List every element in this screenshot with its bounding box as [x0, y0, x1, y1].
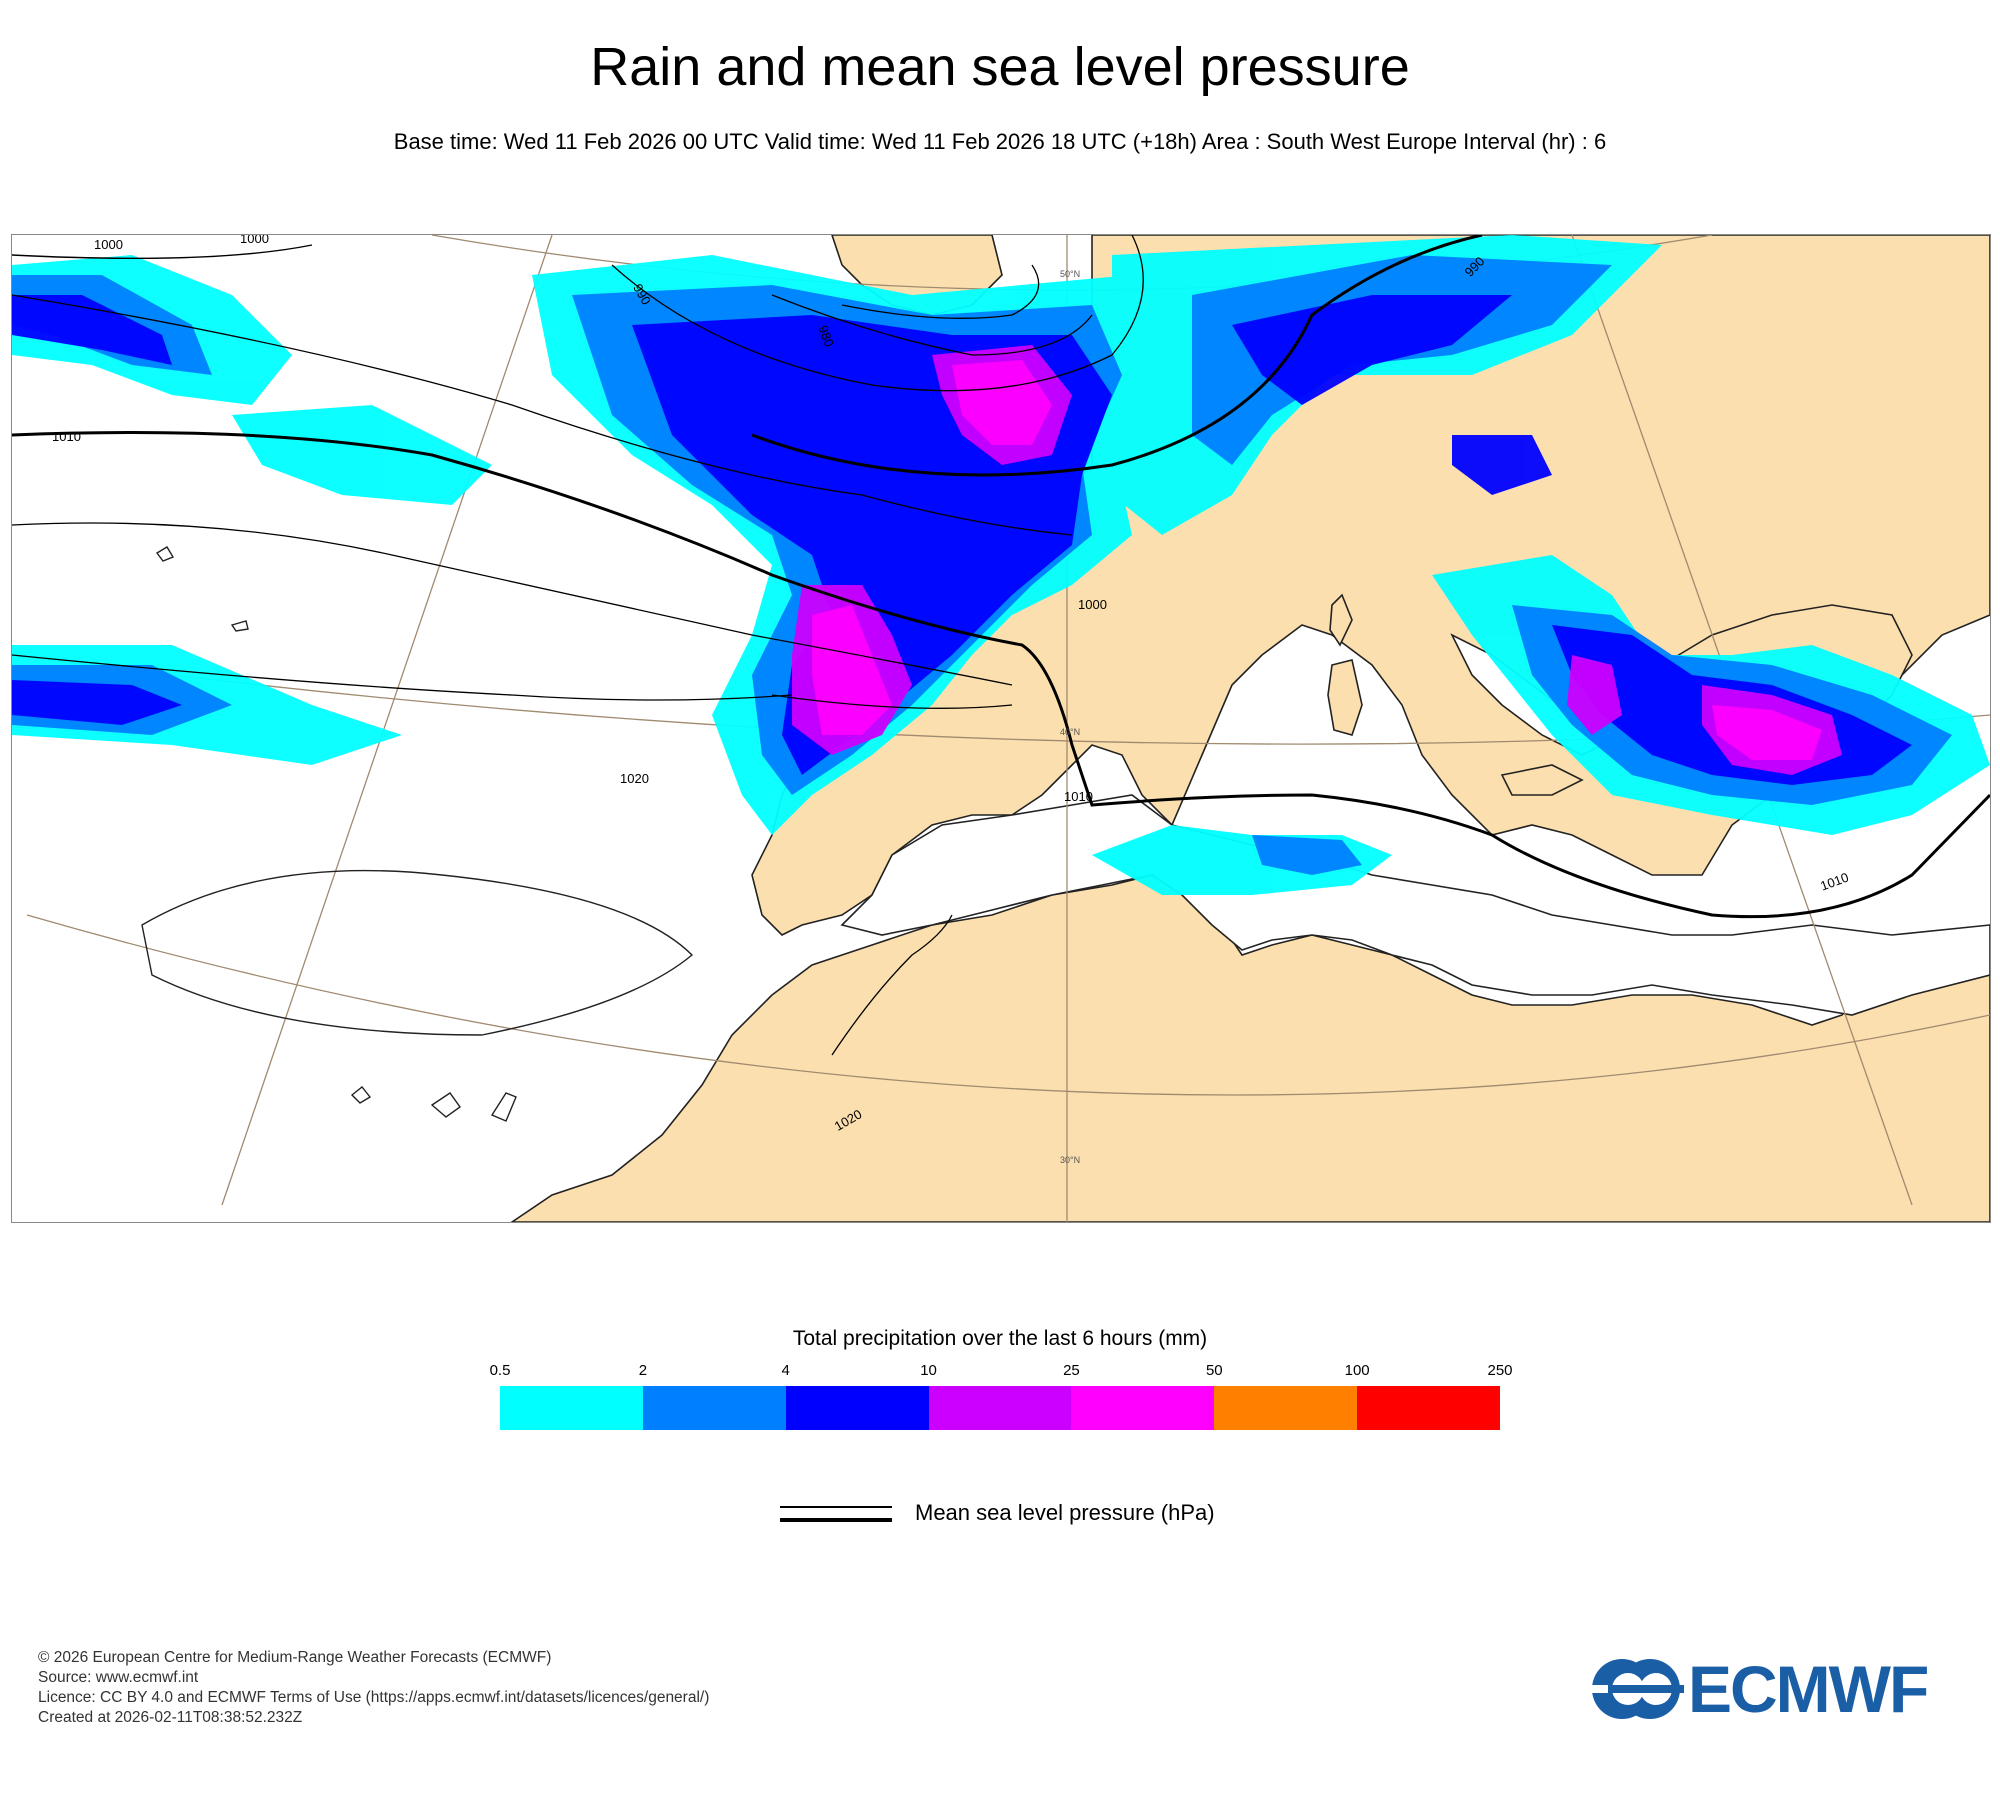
colorbar-tick: 50: [1205, 1362, 1223, 1379]
colorbar-swatch-orange: [1214, 1386, 1358, 1430]
colorbar-tick: 0.5: [489, 1362, 511, 1379]
colorbar-swatch-cyan: [500, 1386, 643, 1430]
precip-blue-6: [1452, 435, 1552, 495]
isobar-1010-west: [12, 431, 1990, 919]
island-4: [155, 546, 175, 562]
isobar-label: 1010: [52, 429, 81, 444]
map-canvas: 1000 1000 990 980 1010 1000 1020 1010 10…: [12, 235, 1990, 1222]
precip-layer: [12, 235, 1990, 895]
meridian-1: [221, 235, 553, 1206]
lat-label-50: 50°N: [1060, 269, 1080, 279]
island-3: [490, 1092, 517, 1122]
precip-purple-4: [1567, 655, 1622, 735]
weather-map: 1000 1000 990 980 1010 1000 1020 1010 10…: [11, 234, 1991, 1223]
colorbar-ticks: 0.5 2 4 10 25 50 100 250: [490, 1362, 1513, 1382]
isobar-1000-a: [12, 244, 313, 260]
isobar-label: 1000: [1078, 597, 1107, 612]
colorbar-swatch-magenta: [1071, 1386, 1215, 1430]
colorbar-swatch-purple: [928, 1386, 1072, 1430]
isobar-legend-lines: [780, 1504, 892, 1524]
lat-label-30: 30°N: [1060, 1155, 1080, 1165]
colorbar-tick: 100: [1344, 1362, 1370, 1379]
precip-magenta-3: [1712, 705, 1822, 760]
parallel-30: [26, 914, 1990, 1096]
precip-blue-3: [1232, 295, 1512, 405]
colorbar-tick: 2: [638, 1362, 648, 1379]
isobar-980: [771, 294, 1093, 356]
isobar-label: 1000: [94, 237, 123, 252]
coast-details: [141, 546, 694, 1122]
colorbar-tick: 4: [781, 1362, 790, 1379]
coast-1: [141, 869, 694, 1036]
ecmwf-logo: ECMWF: [1588, 1655, 1968, 1723]
precip-lightblue-3: [1192, 255, 1612, 465]
latitude-labels: 50°N 40°N 30°N: [1060, 269, 1080, 1165]
colorbar-tick: 250: [1487, 1362, 1513, 1379]
isobar-label: 1010: [1064, 789, 1093, 804]
footer-copyright: © 2026 European Centre for Medium-Range …: [38, 1649, 552, 1666]
isobar-legend-thick-line: [780, 1518, 892, 1522]
isobar-1020-south: [12, 654, 793, 701]
isobar-1010-north: [751, 235, 1483, 477]
isobar-inner: [841, 264, 1040, 319]
footer-licence: Licence: CC BY 4.0 and ECMWF Terms of Us…: [38, 1689, 710, 1706]
isobar-south-africa: [831, 914, 953, 1056]
colorbar-swatch-lightblue: [642, 1386, 786, 1430]
land-sicily: [1500, 764, 1584, 796]
land-corsica: [1329, 593, 1353, 647]
footer: © 2026 European Centre for Medium-Range …: [38, 1648, 709, 1728]
isobar-label: 1010: [1818, 870, 1850, 894]
precip-colorbar: [500, 1386, 1501, 1430]
island-2: [430, 1092, 461, 1118]
chart-subtitle: Base time: Wed 11 Feb 2026 00 UTC Valid …: [393, 129, 1607, 154]
colorbar-tick: 25: [1063, 1362, 1080, 1379]
isobar-990: [611, 235, 1144, 392]
ecmwf-logo-text: ECMWF: [1688, 1652, 1929, 1726]
isobar-1010-mid: [771, 694, 1013, 709]
precip-blue-1: [12, 295, 172, 365]
isobar-legend-thin-line: [780, 1506, 892, 1508]
precip-cyan-7: [232, 405, 492, 505]
isobar-label: 980: [815, 323, 837, 349]
isobar-label: 1000: [240, 235, 269, 246]
colorbar-swatch-red: [1357, 1386, 1501, 1430]
isobar-legend-label: Mean sea level pressure (hPa): [915, 1500, 1215, 1525]
precip-lightblue-6: [1252, 835, 1362, 875]
precip-blue-4: [12, 680, 182, 725]
isobar-1000-b: [12, 294, 1073, 536]
isobar-legend: Mean sea level pressure (hPa): [780, 1500, 1380, 1528]
isobars: [12, 235, 1990, 1056]
island-5: [230, 620, 249, 632]
footer-source: Source: www.ecmwf.int: [38, 1669, 199, 1686]
isobar-1020-west: [12, 522, 1013, 686]
isobar-label: 1020: [620, 771, 649, 786]
colorbar-swatch-blue: [785, 1386, 929, 1430]
land-sardinia: [1327, 659, 1363, 736]
island-1: [350, 1086, 372, 1104]
colorbar-tick: 10: [920, 1362, 937, 1379]
precip-legend-title: Total precipitation over the last 6 hour…: [792, 1327, 1208, 1350]
lat-label-40: 40°N: [1060, 727, 1080, 737]
precip-magenta-2: [952, 360, 1052, 445]
footer-created: Created at 2026-02-11T08:38:52.232Z: [38, 1709, 303, 1726]
ecmwf-logo-icon: [1588, 1659, 1684, 1719]
chart-title: Rain and mean sea level pressure: [590, 37, 1410, 97]
